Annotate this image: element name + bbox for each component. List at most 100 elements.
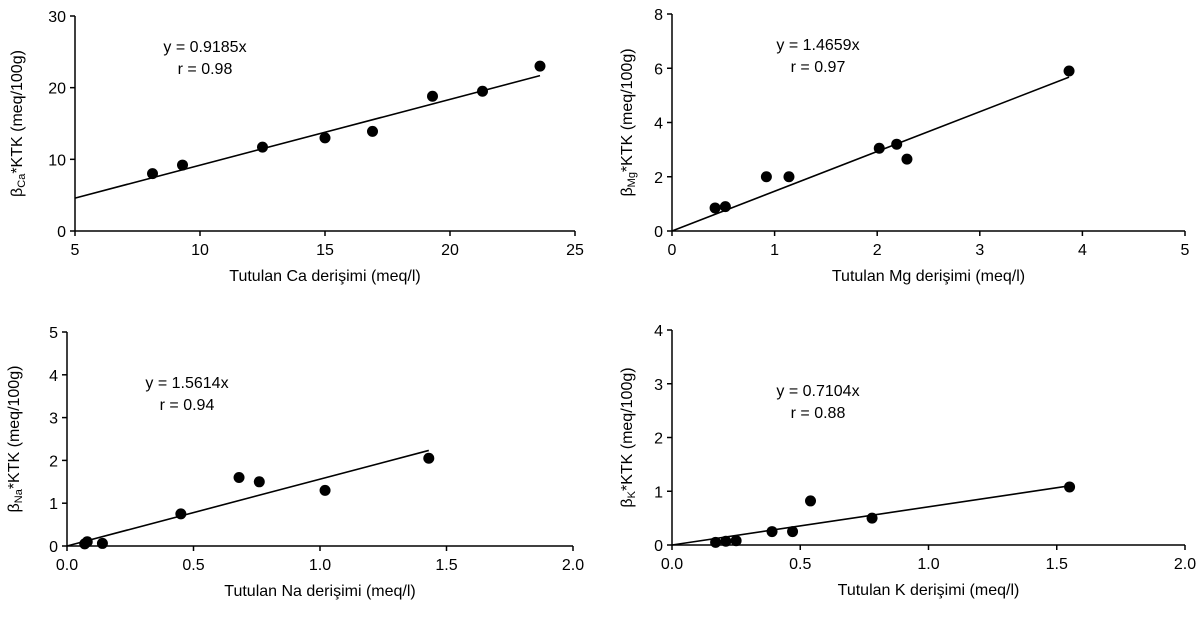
correlation-coefficient: r = 0.94 [160,397,215,414]
y-tick-label: 4 [654,323,663,340]
data-point [427,90,438,102]
x-tick-label: 10 [191,242,209,259]
y-tick-label: 2 [49,453,58,470]
y-axis-label-subscript: Na [13,488,25,503]
regression-equation: y = 0.7104x [776,383,859,400]
y-axis-label-symbol: β [6,503,23,512]
data-point [805,495,817,507]
x-tick-label: 0.0 [56,557,78,574]
x-tick-label: 1.5 [1046,556,1068,573]
data-point [787,526,799,538]
correlation-coefficient: r = 0.88 [791,405,846,422]
x-tick-label: 5 [1181,242,1190,259]
y-tick-label: 20 [48,81,66,98]
x-tick-label: 25 [566,242,584,259]
trendline [671,76,1070,232]
correlation-coefficient: r = 0.98 [178,61,233,78]
data-point [319,132,331,144]
data-point [901,153,913,165]
data-point [719,201,731,213]
y-tick-label: 2 [654,431,663,448]
x-tick-label: 15 [316,242,334,259]
correlation-coefficient: r = 0.97 [791,59,846,76]
y-tick-label: 6 [654,61,663,78]
y-tick-label: 30 [48,9,66,26]
chart-panel-2: 0 1 2 3 4 5 0 2 4 6 8 Tutulan Mg derişimi (meq/l) βM… [619,7,1190,285]
trendline [74,74,541,199]
x-tick-label: 2.0 [562,557,584,574]
y-axis-label-symbol: β [619,498,636,507]
x-axis-label: Tutulan Mg derişimi (meq/l) [832,268,1025,285]
data-point [477,85,488,97]
y-tick-label: 3 [654,377,663,394]
y-tick-label: 3 [49,411,58,428]
data-point [710,536,722,548]
chart-panel-3: 0.0 0.5 1.0 1.5 2.0 0 1 2 3 4 5 Tutulan Na derişimi… [6,325,584,600]
y-tick-label: 0 [57,224,66,241]
y-tick-label: 1 [49,496,58,513]
data-point [177,159,188,171]
chart-panel-1: 5 10 15 20 25 0 10 20 30 Tutulan Ca derişimi (meq… [9,9,584,285]
y-axis-label-symbol: β [619,187,636,196]
y-axis-label-text: *KTK (meq/100g) [619,367,636,491]
data-point [81,536,93,548]
x-tick-label: 0 [668,242,677,259]
y-axis-label-text: *KTK (meq/100g) [619,48,636,172]
y-axis-label: βNa*KTK (meq/100g) [6,366,25,513]
x-tick-label: 0.5 [182,557,204,574]
y-tick-label: 1 [654,484,663,501]
x-tick-label: 0.0 [661,556,683,573]
data-point [891,138,903,150]
x-tick-label: 0.5 [789,556,811,573]
y-axis-label: βK*KTK (meq/100g) [619,367,638,507]
data-point [423,452,435,464]
y-tick-label: 2 [654,170,663,187]
data-point [783,171,795,183]
x-axis-label: Tutulan Na derişimi (meq/l) [224,583,415,600]
y-axis-label-subscript: Ca [16,173,28,188]
data-point [1063,65,1075,77]
x-axis-label: Tutulan Ca derişimi (meq/l) [229,268,420,285]
y-axis-label: βCa*KTK (meq/100g) [9,50,28,197]
data-point [873,142,885,154]
data-point [709,202,721,214]
x-tick-label: 1.5 [435,557,457,574]
data-point [720,535,732,547]
data-point [96,537,108,549]
x-axis-label: Tutulan K derişimi (meq/l) [838,582,1020,599]
data-point [766,526,778,538]
x-tick-label: 2.0 [1174,556,1196,573]
y-tick-label: 0 [654,538,663,555]
data-point [367,125,378,137]
data-point [147,168,158,180]
data-point [319,484,331,496]
y-tick-label: 4 [49,368,58,385]
x-tick-label: 20 [441,242,459,259]
data-point [1064,481,1076,493]
chart-panel-4: 0.0 0.5 1.0 1.5 2.0 0 1 2 3 4 Tutulan K derişimi (… [619,323,1196,599]
data-point [257,141,268,153]
y-tick-label: 10 [48,152,66,169]
data-point [233,472,245,484]
y-tick-label: 5 [49,325,58,342]
y-tick-label: 0 [654,224,663,241]
x-tick-label: 2 [873,242,882,259]
y-axis-label-text: *KTK (meq/100g) [9,50,26,174]
y-axis-label-subscript: Mg [626,172,638,187]
y-axis-label-symbol: β [9,188,26,197]
data-point [175,508,187,520]
y-axis-label: βMg*KTK (meq/100g) [619,48,638,196]
y-tick-label: 0 [49,539,58,556]
y-tick-label: 4 [654,116,663,133]
x-tick-label: 1 [770,242,779,259]
data-point [730,535,742,547]
x-tick-label: 1.0 [917,556,939,573]
x-tick-label: 5 [71,242,80,259]
x-tick-label: 3 [975,242,984,259]
regression-equation: y = 1.4659x [776,37,859,54]
data-point [534,60,546,72]
x-tick-label: 1.0 [309,557,331,574]
x-tick-label: 4 [1078,242,1087,259]
y-axis-label-subscript: K [626,490,638,498]
data-point [760,171,772,183]
